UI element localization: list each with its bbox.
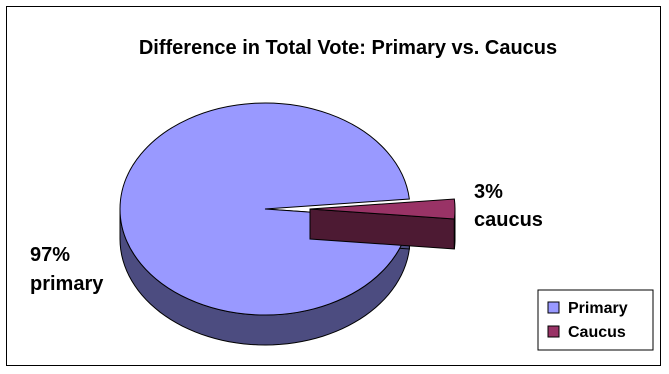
caucus-slice xyxy=(309,198,456,220)
primary-percent-label: 97% xyxy=(30,244,70,266)
pie-group xyxy=(119,102,456,346)
chart-title: Difference in Total Vote: Primary vs. Ca… xyxy=(139,37,557,59)
caucus-percent-label: 3% xyxy=(474,181,503,203)
legend-box xyxy=(537,289,654,351)
legend-swatch-caucus xyxy=(547,325,560,338)
legend-label-caucus: Caucus xyxy=(568,324,626,341)
legend-label-primary: Primary xyxy=(568,300,628,317)
caucus-category-label: caucus xyxy=(474,209,543,231)
primary-category-label: primary xyxy=(30,273,104,295)
primary-slice xyxy=(119,102,410,316)
legend-swatch-primary xyxy=(547,301,560,314)
legend: Primary Caucus xyxy=(537,289,654,351)
